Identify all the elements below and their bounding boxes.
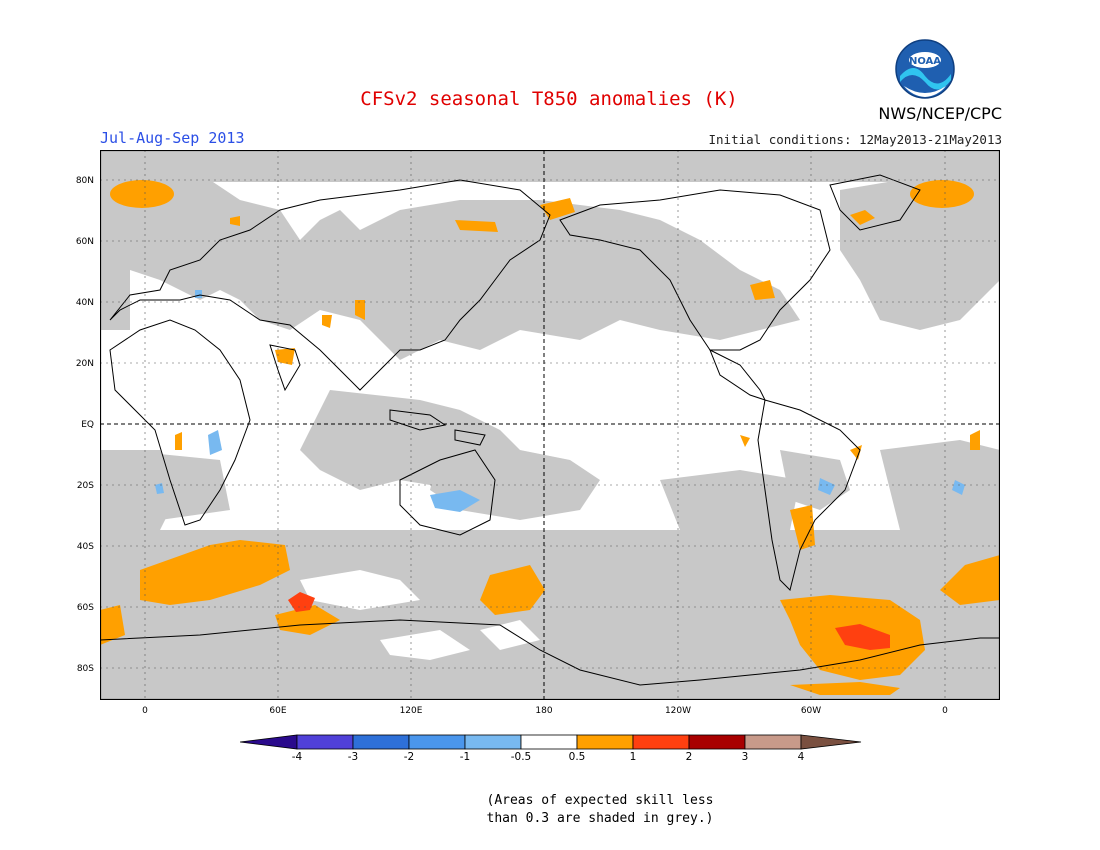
lat-label-80s: 80S — [76, 664, 94, 674]
lat-label-20s: 20S — [76, 481, 94, 491]
lat-label-60n: 60N — [75, 237, 94, 247]
colorbar-label-minus2: -2 — [403, 751, 415, 763]
colorbar-segment-4 — [464, 734, 522, 750]
lon-label-60w: 60W — [800, 706, 822, 716]
colorbar-segment-6 — [576, 734, 634, 750]
map-panel — [100, 150, 1000, 700]
lon-label-0-west: 0 — [142, 706, 148, 716]
lat-label-20n: 20N — [75, 359, 94, 369]
colorbar-label-3: 3 — [741, 751, 749, 763]
lon-label-0-east: 0 — [942, 706, 948, 716]
colorbar-label-minus0-5: -0.5 — [510, 751, 532, 763]
positive-anomaly-areas — [100, 180, 1000, 695]
southern-white-areas — [300, 570, 540, 660]
graticule — [100, 150, 1000, 700]
lat-label-eq: EQ — [81, 420, 94, 430]
colorbar-label-minus3: -3 — [347, 751, 359, 763]
colorbar-segment-lt-minus4 — [240, 734, 298, 750]
colorbar-label-minus1: -1 — [459, 751, 471, 763]
low-skill-grey-areas — [100, 150, 1000, 700]
colorbar-segment-5 — [520, 734, 578, 750]
colorbar-segment-7 — [632, 734, 690, 750]
colorbar-label-4: 4 — [797, 751, 805, 763]
noaa-logo: NOAA — [895, 39, 955, 99]
colorbar-segment-2 — [352, 734, 410, 750]
noaa-logo-text: NOAA — [909, 56, 941, 67]
lon-label-120e: 120E — [399, 706, 423, 716]
lat-label-40n: 40N — [75, 298, 94, 308]
lat-label-60s: 60S — [76, 603, 94, 613]
lat-label-40s: 40S — [76, 542, 94, 552]
colorbar-label-1: 1 — [629, 751, 637, 763]
skill-footnote-line2: than 0.3 are shaded in grey.) — [486, 811, 714, 826]
season-label: Jul-Aug-Sep 2013 — [100, 129, 245, 147]
colorbar-label-2: 2 — [685, 751, 693, 763]
map-title: CFSv2 seasonal T850 anomalies (K) — [360, 88, 738, 110]
map-border — [100, 150, 1000, 700]
colorbar-segment-gt-4 — [800, 734, 862, 750]
colorbar-segment-3 — [408, 734, 466, 750]
negative-anomaly-areas — [155, 290, 965, 512]
lat-label-80n: 80N — [75, 176, 94, 186]
org-label: NWS/NCEP/CPC — [878, 104, 1002, 123]
land-outlines — [100, 174, 1000, 686]
colorbar-segment-9 — [744, 734, 802, 750]
strong-anomaly-areas — [288, 592, 890, 650]
skill-footnote: (Areas of expected skill less than 0.3 a… — [430, 792, 770, 828]
equator-dateline — [100, 150, 1000, 700]
colorbar-label-0-5: 0.5 — [568, 751, 586, 763]
lon-label-120w: 120W — [664, 706, 692, 716]
lon-label-180: 180 — [535, 706, 553, 716]
colorbar-segment-1 — [296, 734, 354, 750]
colorbar — [240, 734, 862, 750]
skill-footnote-line1: (Areas of expected skill less — [486, 793, 714, 808]
lon-label-60e: 60E — [269, 706, 287, 716]
initial-conditions-label: Initial conditions: 12May2013-21May2013 — [708, 132, 1003, 147]
colorbar-label-minus4: -4 — [291, 751, 303, 763]
colorbar-segment-8 — [688, 734, 746, 750]
